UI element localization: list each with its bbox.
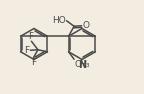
- Text: O: O: [82, 21, 89, 30]
- Text: F: F: [24, 46, 29, 55]
- Text: F: F: [29, 32, 34, 41]
- Text: HO: HO: [52, 16, 66, 25]
- Text: CH₃: CH₃: [74, 60, 90, 69]
- Text: N: N: [78, 60, 86, 70]
- Text: F: F: [31, 58, 36, 67]
